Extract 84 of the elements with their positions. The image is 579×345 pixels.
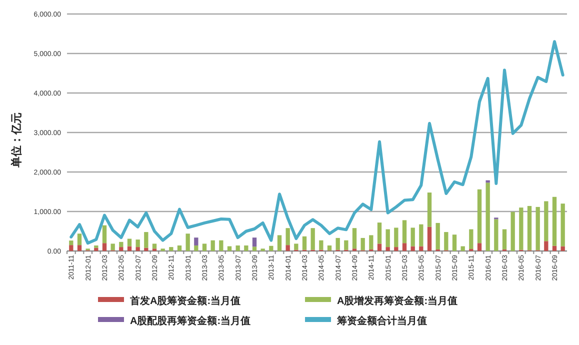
bar [377, 244, 382, 251]
bar [186, 234, 190, 251]
bar [510, 212, 515, 251]
bar [369, 235, 374, 250]
bar [244, 245, 248, 251]
bar [486, 182, 490, 251]
bar [502, 229, 507, 250]
bar [477, 189, 482, 244]
bar [210, 240, 215, 251]
bar [286, 245, 290, 251]
bar [286, 228, 290, 246]
bar [144, 232, 148, 248]
bar [252, 246, 257, 251]
bar [277, 235, 282, 251]
bar [119, 247, 124, 251]
bar [427, 192, 432, 227]
bar [394, 228, 398, 248]
bar [294, 244, 298, 250]
legend-label: 筹资金额合计当月值 [336, 315, 427, 327]
bar [352, 228, 357, 249]
bar [552, 246, 557, 251]
bar [152, 244, 157, 249]
y-axis-title: 单位：亿元 [10, 112, 23, 168]
bar [94, 245, 98, 248]
bar [469, 229, 474, 250]
bar [69, 240, 74, 246]
bar [269, 246, 274, 251]
bar [194, 238, 198, 246]
bar [110, 244, 115, 250]
legend-label: 首发A股筹资金额:当月值 [129, 295, 241, 307]
bar [386, 247, 390, 251]
bar [127, 246, 132, 251]
bar [460, 246, 465, 251]
bar [519, 208, 524, 250]
bar [544, 201, 548, 242]
bar [219, 240, 224, 251]
bar [377, 222, 382, 244]
bar [410, 246, 415, 251]
bar [386, 229, 390, 248]
legend-label: A股配股再筹资金额:当月值 [130, 315, 251, 327]
bar [419, 246, 424, 251]
bar [560, 246, 565, 251]
bar [527, 206, 532, 250]
bar [77, 245, 82, 251]
bar [252, 238, 257, 247]
bar [69, 245, 74, 251]
bar [494, 219, 498, 251]
bar [310, 228, 315, 250]
bar [202, 244, 207, 251]
bar [102, 243, 107, 251]
bar [402, 243, 407, 251]
bar [544, 241, 548, 251]
bar [410, 228, 415, 246]
bar [360, 238, 365, 250]
bar [394, 247, 398, 251]
bar [402, 220, 407, 244]
bar [536, 206, 540, 250]
bar [477, 243, 482, 251]
bar [436, 222, 440, 250]
bar [169, 247, 174, 251]
bar [419, 224, 424, 246]
bar [302, 236, 307, 250]
bar [127, 238, 132, 246]
bar [444, 232, 448, 250]
bar [227, 246, 232, 251]
bar [344, 240, 348, 250]
bar [427, 226, 432, 251]
bar [194, 245, 198, 251]
bar [136, 240, 140, 248]
bar [77, 234, 82, 246]
bar [136, 247, 140, 251]
bar [94, 248, 98, 251]
legend-label: A股增发再筹资金额:当月值 [337, 295, 458, 307]
bar [319, 240, 324, 250]
bar [327, 245, 332, 251]
bar [102, 225, 107, 244]
bar [552, 196, 557, 246]
bar [236, 245, 240, 251]
bar [177, 245, 182, 251]
bar [560, 204, 565, 246]
bar [144, 248, 148, 251]
bar [452, 234, 457, 251]
bar [336, 238, 340, 250]
bar [119, 242, 124, 248]
